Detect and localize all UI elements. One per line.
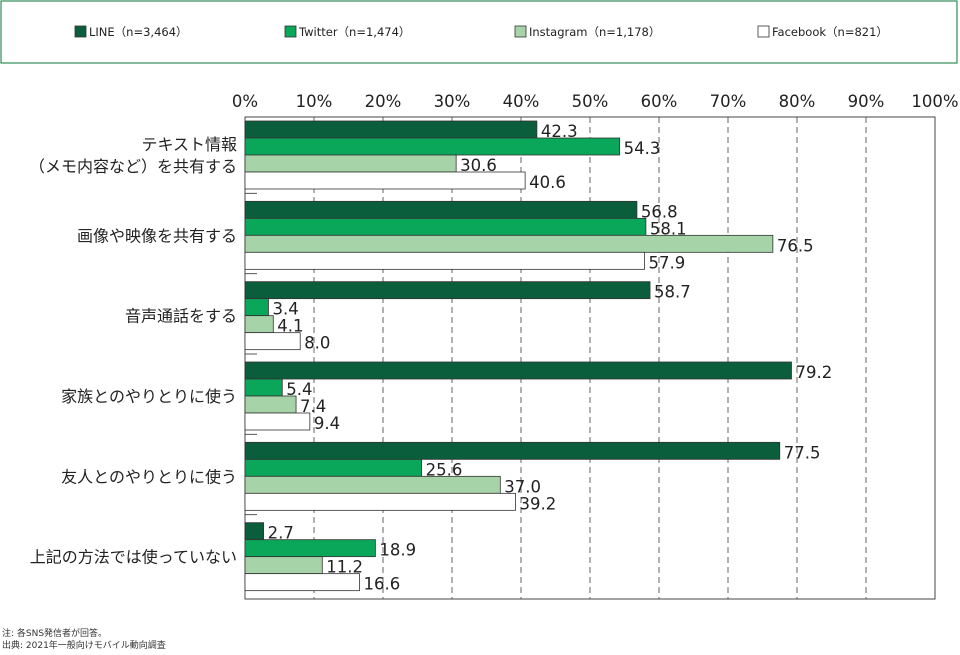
bar [244, 137, 621, 156]
data-label: 54.3 [624, 139, 661, 158]
chart-notes: 注: 各SNS発信者が回答。 出典: 2021年一般向けモバイル動向調査 [2, 628, 166, 652]
data-label: 8.0 [304, 334, 330, 353]
bar [244, 395, 297, 414]
data-label: 40.6 [529, 173, 566, 192]
bar [244, 475, 501, 494]
data-label: 11.2 [326, 558, 363, 577]
bar [244, 281, 651, 300]
category-label: 上記の方法では使っていない [30, 548, 237, 567]
bar [244, 458, 423, 477]
bar [244, 539, 376, 558]
source-text: 出典: 2021年一般向けモバイル動向調査 [2, 641, 166, 651]
x-tick-label: 40% [503, 92, 540, 111]
data-label: 76.5 [777, 236, 814, 255]
bar [244, 171, 526, 190]
data-label: 58.1 [650, 219, 687, 238]
legend-label: Instagram（n=1,178） [529, 25, 660, 39]
data-label: 58.7 [654, 283, 691, 302]
bar [244, 315, 274, 334]
bar [244, 361, 792, 380]
data-label: 3.4 [272, 300, 298, 319]
data-label: 18.9 [379, 541, 416, 560]
data-label: 42.3 [541, 122, 578, 141]
x-tick-label: 20% [365, 92, 402, 111]
category-label: 家族とのやりとりに使う [61, 387, 237, 406]
data-label: 77.5 [784, 443, 821, 462]
x-tick-label: 0% [232, 92, 258, 111]
data-label: 39.2 [519, 494, 556, 513]
legend-box [0, 0, 958, 64]
legend-swatch [514, 25, 527, 38]
data-label: 16.6 [364, 575, 401, 594]
bar [244, 332, 301, 351]
data-label: 4.1 [277, 317, 303, 336]
bar [244, 492, 516, 511]
legend-swatch [284, 25, 297, 38]
x-tick-label: 30% [434, 92, 471, 111]
category-label: 音声通話をする [125, 307, 237, 326]
bar [244, 556, 323, 575]
category-label: 友人とのやりとりに使う [61, 467, 237, 486]
bar [244, 378, 283, 397]
x-tick-label: 100% [911, 92, 958, 111]
data-label: 79.2 [795, 363, 832, 382]
bar [244, 154, 457, 173]
bar [244, 441, 781, 460]
note-text: 注: 各SNS発信者が回答。 [2, 629, 108, 639]
legend-label: Facebook（n=821） [772, 25, 888, 39]
data-label: 7.4 [300, 397, 326, 416]
data-label: 37.0 [504, 477, 541, 496]
legend-swatch [757, 25, 770, 38]
x-tick-label: 10% [296, 92, 333, 111]
legend-swatch [74, 25, 87, 38]
category-label: テキスト情報 [141, 135, 237, 154]
data-label: 2.7 [268, 524, 294, 543]
bar [244, 120, 538, 139]
bar [244, 412, 311, 431]
data-label: 56.8 [641, 202, 678, 221]
x-tick-label: 90% [848, 92, 885, 111]
data-label: 57.9 [649, 253, 686, 272]
x-tick-label: 70% [710, 92, 747, 111]
x-tick-label: 80% [779, 92, 816, 111]
legend-label: LINE（n=3,464） [89, 25, 188, 39]
category-label: （メモ内容など）を共有する [29, 157, 237, 176]
legend-label: Twitter（n=1,474） [298, 25, 410, 39]
x-tick-label: 50% [572, 92, 609, 111]
bar [244, 251, 645, 270]
bar [244, 522, 265, 541]
data-label: 5.4 [286, 380, 312, 399]
bar [244, 217, 647, 236]
data-label: 9.4 [314, 414, 340, 433]
category-label: 画像や映像を共有する [77, 226, 237, 245]
bar [244, 573, 360, 592]
bar [244, 234, 774, 253]
bar [244, 200, 638, 219]
data-label: 30.6 [460, 156, 497, 175]
data-label: 25.6 [426, 460, 463, 479]
bar [244, 298, 269, 317]
x-tick-label: 60% [641, 92, 678, 111]
